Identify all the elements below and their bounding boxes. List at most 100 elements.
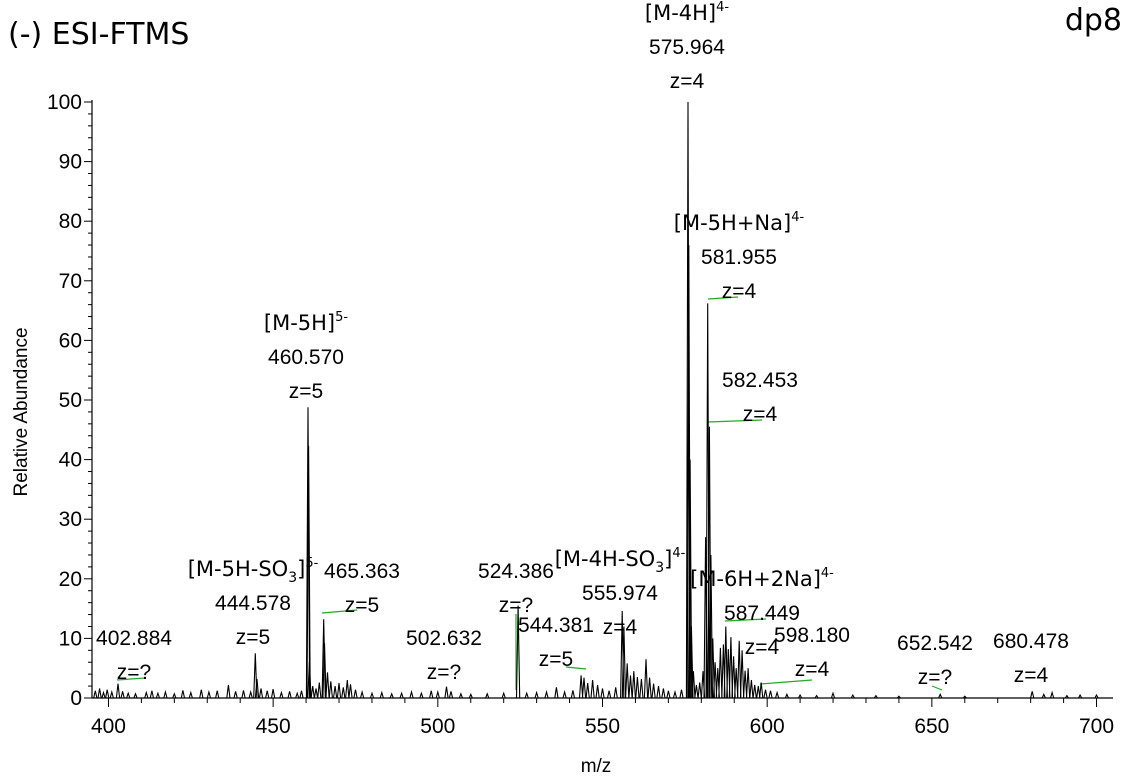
spectrum-peak [133,692,138,699]
peak-mass-label: 598.180 [774,624,850,647]
peak-mass-label: 582.453 [722,369,798,392]
y-tick-label: 20 [59,568,82,591]
spectrum-peak [321,619,326,699]
spectrum-peak [328,681,333,699]
charge-superscript: 5- [335,310,348,325]
spectrum-peak [763,689,768,699]
spectrum-peak [295,691,300,699]
charge-superscript: 4- [716,0,729,15]
spectrum-peak [379,690,384,699]
y-tick-label: 10 [59,627,82,650]
spectrum-peak [613,687,618,699]
spectrum-peak [1049,690,1055,699]
spectrum-peak [317,682,322,699]
peak-mass-label: 460.570 [268,346,344,369]
peak-mass-label: 680.478 [993,630,1069,653]
spectrum-peak [759,682,764,699]
spectrum-peak [332,686,338,699]
spectrum-peak [97,688,102,699]
spectrum-peak [458,692,464,699]
x-axis-label: m/z [581,756,612,777]
y-tick-label: 50 [59,389,82,412]
spectrum-peak [306,445,311,699]
ion-formula-label: [M-5H-SO3]5- [188,556,319,586]
spectrum-peak [739,650,745,699]
label-leader-line [724,618,767,622]
spectrum-peak [723,626,728,699]
spectrum-peak [270,689,276,699]
spectrum-peak [199,689,204,699]
spectrum-peak [448,691,454,699]
peak-mass-label: 524.386 [478,560,554,583]
spectrum-peak [643,659,649,699]
spectrum-peak [109,689,114,699]
chart-title-right: dp8 [1065,3,1122,38]
spectrum-peak [369,691,375,699]
spectrum-peak [265,690,270,699]
label-leader-lines [116,296,943,691]
spectrum-peak [749,680,754,699]
spectrum-peak [120,691,125,699]
y-tick-label: 60 [59,329,82,352]
peak-mass-label: 444.578 [215,592,291,615]
y-tick-label: 40 [59,449,82,472]
spectrum-peak [515,605,521,699]
spectrum-peak [307,662,312,699]
spectrum-peak [712,662,718,699]
spectrum-peak [485,692,490,699]
spectrum-peak [310,686,315,699]
spectrum-peak [93,690,98,699]
spectrum-peak [694,684,699,699]
label-leader-line [565,666,587,670]
spectrum-peak [524,691,529,699]
spectrum-peak [105,689,110,699]
x-tick-label: 550 [585,715,620,738]
charge-state-label: z=5 [539,648,573,671]
charge-state-label: z=4 [745,636,780,659]
spectrum-peak [679,689,684,699]
spectrum-peak [299,690,304,699]
charge-state-label: z=? [499,594,533,617]
y-tick-label: 100 [47,91,82,114]
spectrum-peak [768,690,773,699]
x-tick-label: 500 [420,715,455,738]
x-tick-label: 650 [914,715,949,738]
spectrum-peak [595,684,600,699]
bracket: ] [664,547,672,571]
spectrum-peak [661,688,666,699]
spectrum-peak [429,690,434,699]
spectrum-peak [896,695,901,699]
spectrum-peak [544,689,549,699]
y-tick-label: 90 [59,151,82,174]
spectrum-peak [399,691,404,699]
spectrum-peak [752,684,757,699]
ion-formula-label: [M-5H+Na]4- [674,210,805,235]
peak-mass-label: 544.381 [518,614,594,637]
spectrum-peak [172,692,177,699]
x-tick-label: 700 [1079,715,1114,738]
label-leader-line [116,677,146,681]
spectrum-peak [215,690,220,699]
charge-state-label: z=5 [345,594,379,617]
spectrum-peak [689,626,694,699]
label-leader-line [931,685,943,691]
spectrum-peak [734,668,739,699]
peak-mass-label: 465.363 [324,560,400,583]
label-leader-line [707,419,763,423]
spectrum-peak [625,663,630,699]
spectrum-peak [873,694,878,699]
spectrum-peak [830,691,836,699]
label-leader-line [321,609,358,614]
spectrum-peak [233,691,238,699]
y-tick-label: 30 [59,508,82,531]
label-leader-line [759,679,813,685]
spectrum-peak [687,459,693,699]
charge-superscript: 5- [305,556,318,571]
spectrum-peak [784,693,790,699]
spectrum-peak [163,689,168,699]
charge-superscript: 4- [791,210,804,225]
spectrum-peak [585,683,590,699]
charge-state-label: z=4 [743,403,778,426]
spectrum-peak [241,690,246,699]
